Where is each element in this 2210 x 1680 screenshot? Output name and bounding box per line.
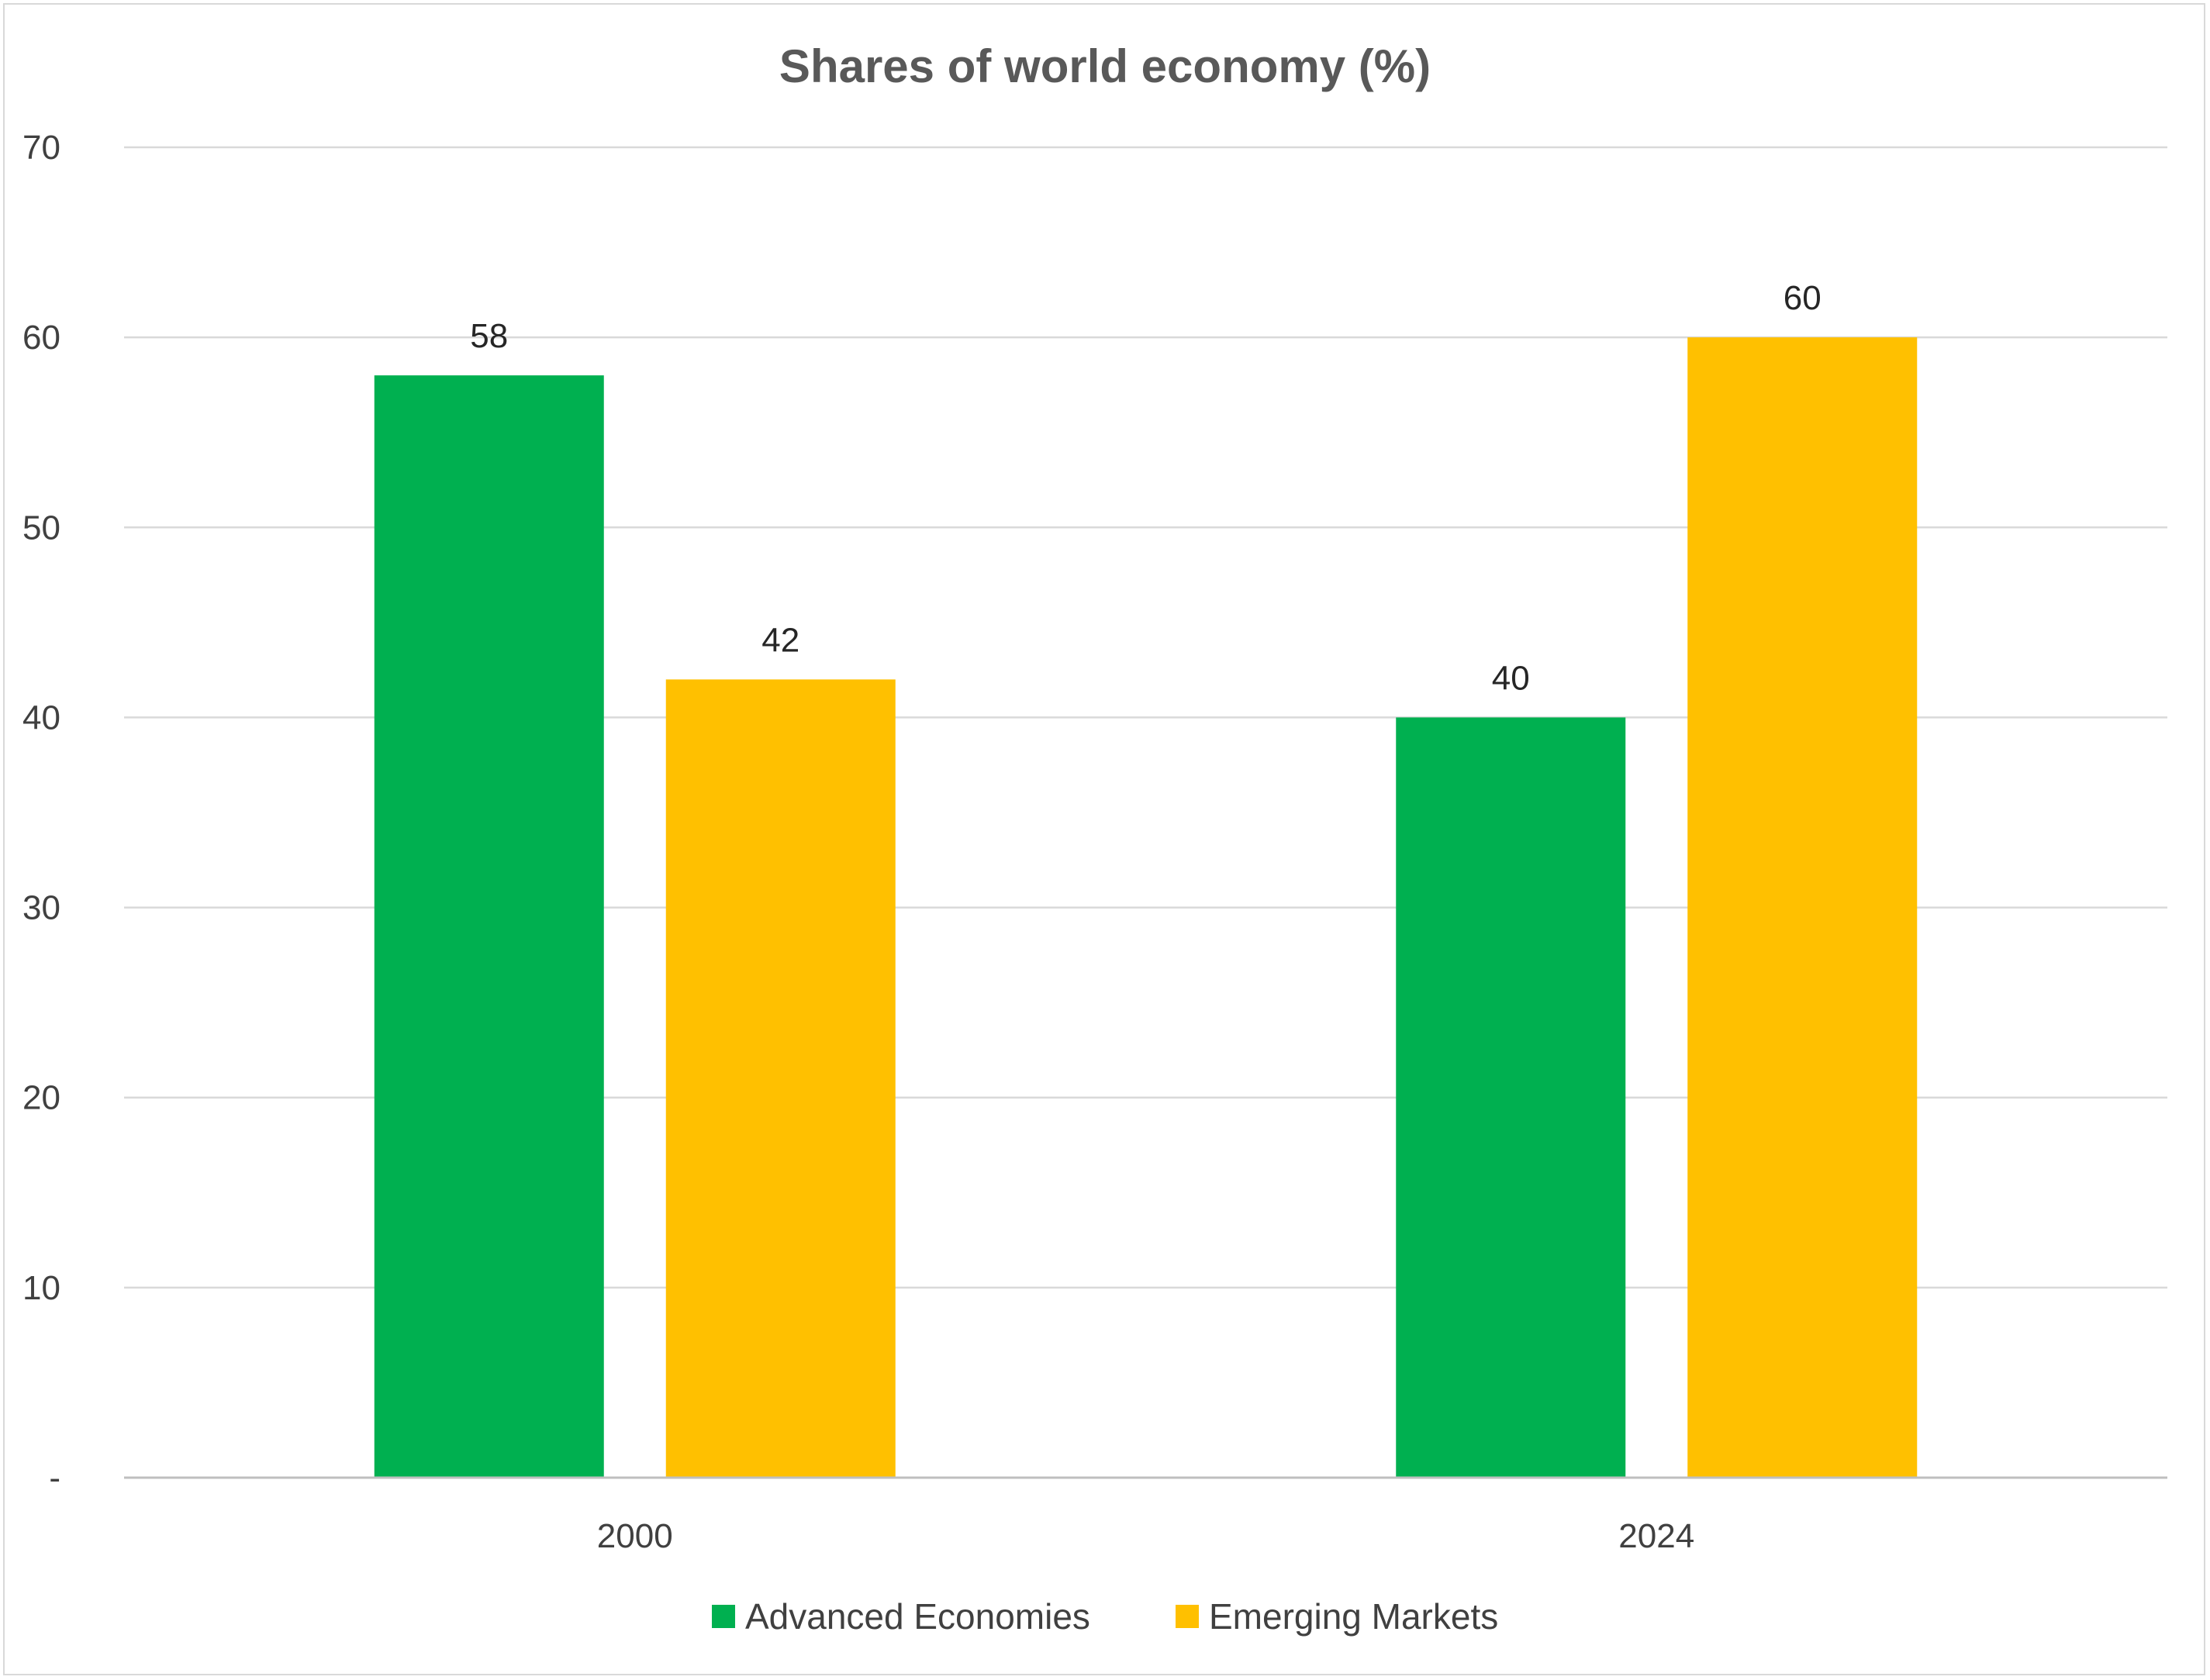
bar-emerging-markets-2000 bbox=[665, 679, 896, 1478]
x-axis-category-labels: 2000 2024 bbox=[597, 1517, 1694, 1555]
legend-swatch bbox=[712, 1605, 735, 1628]
data-labels: 58 42 40 60 bbox=[470, 279, 1821, 697]
data-label: 40 bbox=[1492, 659, 1530, 697]
y-tick-label: 50 bbox=[22, 509, 60, 547]
x-category-label: 2000 bbox=[597, 1517, 673, 1555]
bars bbox=[374, 337, 1918, 1478]
y-tick-label: 60 bbox=[22, 319, 60, 357]
y-tick-label: 70 bbox=[22, 129, 60, 167]
y-tick-label: 20 bbox=[22, 1079, 60, 1117]
data-label: 42 bbox=[761, 621, 799, 659]
legend-item-emerging-markets: Emerging Markets bbox=[1176, 1596, 1498, 1637]
legend-item-advanced-economies: Advanced Economies bbox=[712, 1596, 1090, 1637]
y-tick-label: 30 bbox=[22, 889, 60, 927]
y-tick-label: - bbox=[49, 1459, 60, 1497]
bar-advanced-economies-2000 bbox=[374, 375, 604, 1478]
x-category-label: 2024 bbox=[1618, 1517, 1694, 1555]
y-axis-tick-labels: - 10 20 30 40 50 60 70 bbox=[22, 129, 60, 1497]
data-label: 60 bbox=[1784, 279, 1822, 317]
y-tick-label: 40 bbox=[22, 699, 60, 737]
legend-label: Advanced Economies bbox=[745, 1596, 1090, 1637]
bar-emerging-markets-2024 bbox=[1687, 337, 1918, 1478]
chart-title: Shares of world economy (%) bbox=[779, 40, 1431, 92]
data-label: 58 bbox=[470, 317, 508, 355]
y-tick-label: 10 bbox=[22, 1269, 60, 1307]
bar-advanced-economies-2024 bbox=[1396, 717, 1626, 1478]
legend: Advanced Economies Emerging Markets bbox=[712, 1596, 1498, 1637]
legend-swatch bbox=[1176, 1605, 1199, 1628]
legend-label: Emerging Markets bbox=[1209, 1596, 1498, 1637]
